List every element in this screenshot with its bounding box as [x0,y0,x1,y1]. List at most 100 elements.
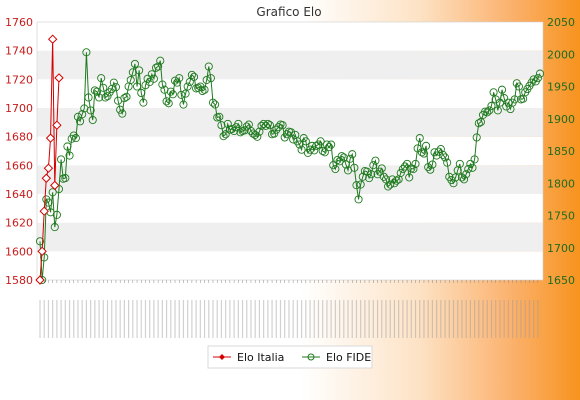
legend-box [207,345,373,369]
grid-band [37,165,543,194]
data-point-fide [204,62,213,71]
right-tick-label: 1750 [547,210,575,223]
data-point-fide [261,121,270,130]
right-tick-label: 1950 [547,81,575,94]
data-point-fide [411,159,420,168]
data-point-fide [259,119,268,128]
data-point-fide [428,160,437,169]
legend-label-fide: Elo FIDE [326,351,371,364]
data-point-fide [384,182,393,191]
grid-band [37,50,543,80]
data-point-fide [147,70,156,79]
data-point-fide [533,74,542,83]
data-point-fide [436,145,445,154]
data-point-fide [103,92,112,101]
data-point-fide [441,153,450,162]
data-point-fide [166,87,175,96]
data-point-fide [78,110,87,119]
data-point-fide [398,165,407,174]
data-point-fide [88,115,97,125]
data-point-fide [388,175,397,184]
data-point-fide [282,130,291,139]
data-point-fide [312,141,321,150]
data-point-fide [381,175,391,184]
grid-band [37,194,543,223]
data-point-fide [99,83,108,92]
grid-bands [36,21,544,281]
data-point-fide [289,135,298,144]
data-point-fide [329,161,338,170]
data-point-fide [173,78,182,87]
legend-marker-italia [219,354,225,360]
data-point-fide [82,48,91,57]
data-point-fide [392,176,401,185]
data-point-fide [35,237,45,246]
data-point-fide [415,134,424,143]
data-point-fide [202,76,211,85]
data-point-fide [352,181,361,190]
data-point-fide [339,153,348,162]
data-point-fide [208,98,218,107]
data-point-italia [39,206,49,216]
data-point-fide [419,149,429,158]
left-tick-label: 1720 [5,73,33,86]
data-point-fide [403,159,412,168]
data-point-fide [57,155,66,164]
data-point-fide [63,142,72,151]
data-point-fide [348,150,357,159]
data-point-fide [502,102,511,111]
left-tick-label: 1620 [5,217,33,230]
data-point-fide [305,145,315,154]
data-point-fide [118,109,127,118]
data-point-italia [50,180,60,191]
data-point-fide [156,56,165,65]
data-point-fide [308,141,317,150]
data-point-fide [341,160,350,169]
data-point-fide [322,140,331,149]
data-point-fide [236,128,245,137]
data-point-fide [462,170,471,179]
data-point-fide [154,62,163,71]
data-point-fide [61,174,70,183]
left-tick-label: 1660 [5,159,33,172]
data-point-fide [139,98,148,107]
data-point-fide [137,88,146,97]
data-point-fide [90,86,99,95]
data-point-fide [371,156,380,165]
data-point-fide [162,97,171,106]
data-point-fide [181,89,190,98]
data-point-fide [487,101,496,110]
data-point-fide [493,106,502,115]
data-point-fide [535,69,545,78]
data-point-fide [470,155,479,164]
data-point-fide [466,159,475,168]
right-tick-label: 2050 [547,16,575,29]
data-point-fide [73,112,83,121]
data-point-fide [211,100,220,109]
data-point-fide [354,195,363,204]
data-point-fide [287,128,296,137]
data-point-fide [443,158,452,167]
data-point-fide [369,161,378,170]
legend: Elo Italia Elo FIDE [207,345,373,369]
data-point-fide [71,134,80,143]
data-point-fide [365,174,374,183]
data-point-fide [164,99,173,108]
data-point-fide [255,127,264,136]
left-tick-label: 1700 [5,102,33,115]
data-point-fide [405,173,414,182]
left-tick-label: 1640 [5,188,33,201]
data-point-fide [126,76,135,85]
data-point-fide [460,175,469,184]
data-point-fide [221,130,230,139]
left-tick-label: 1580 [5,274,33,287]
data-point-fide [424,163,433,172]
data-point-fide [422,141,431,150]
right-tick-label: 1700 [547,242,575,255]
data-point-fide [86,106,95,115]
data-point-fide [168,90,177,99]
data-point-fide [223,119,232,128]
data-point-fide [158,80,167,89]
data-point-fide [97,74,106,83]
